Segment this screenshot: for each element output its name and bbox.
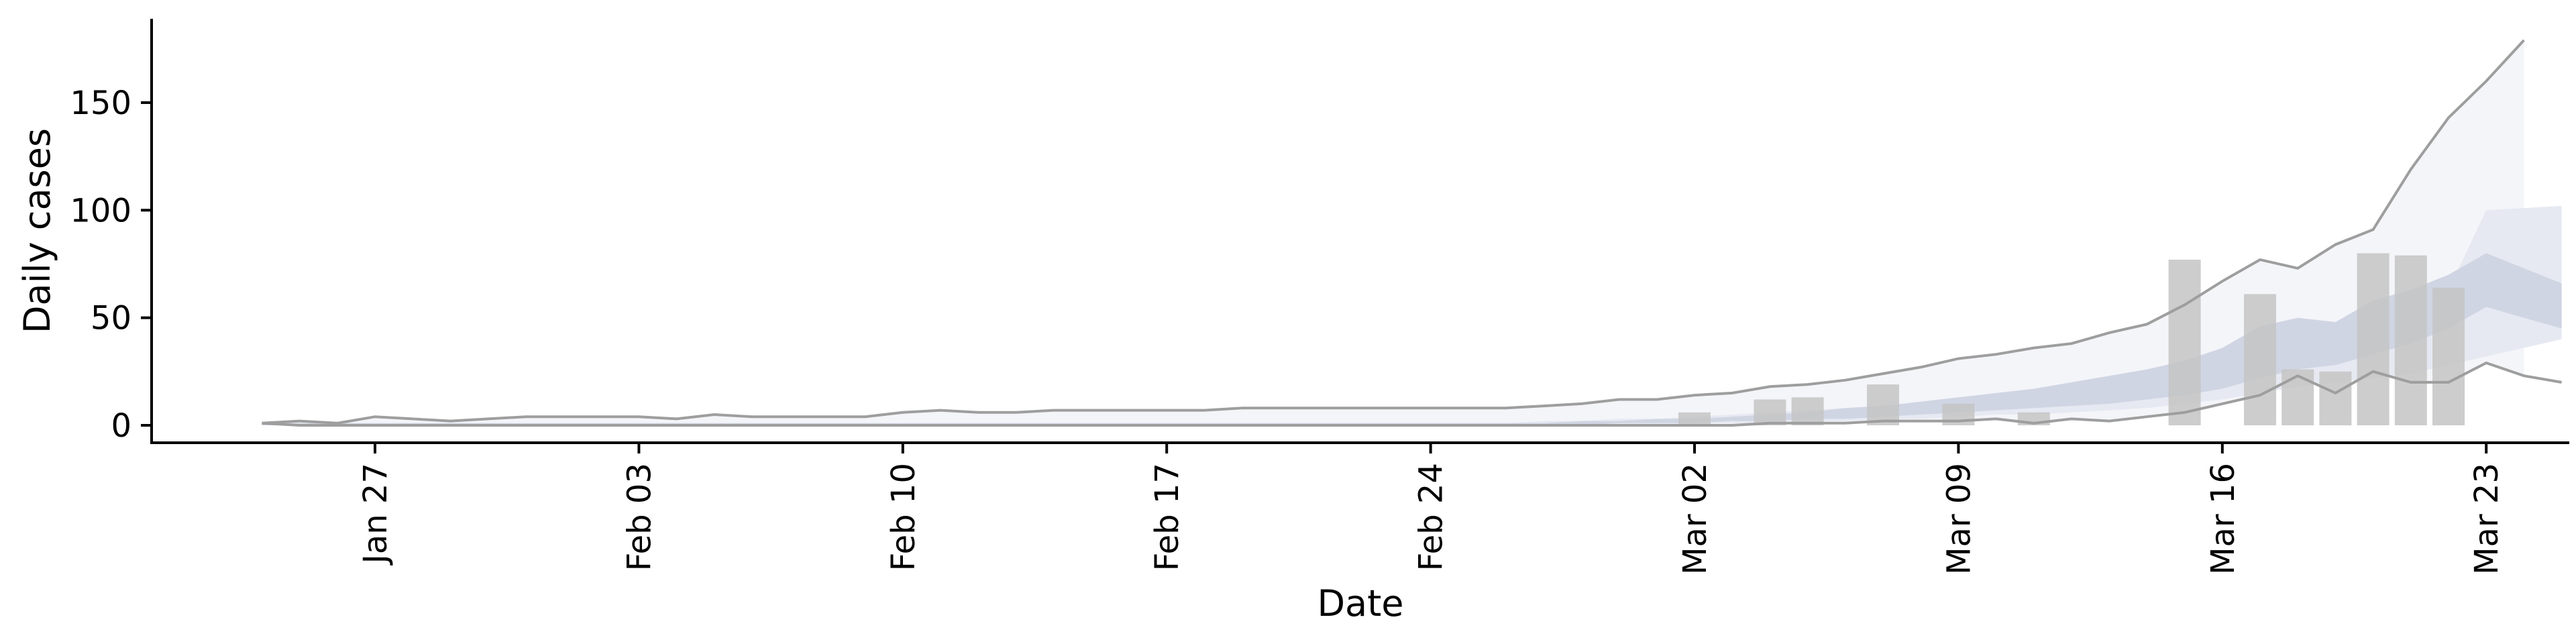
y-axis-title: Daily cases: [16, 128, 58, 333]
case-bar: [1791, 397, 1824, 425]
lower-interval-line: [262, 361, 2562, 427]
case-bar: [2357, 253, 2390, 425]
case-bar: [2319, 371, 2352, 425]
x-axis-ticks: Jan 27 Feb 03 Feb 10 Feb 17 Feb 24 Mar 02 Mar …: [357, 443, 2506, 575]
case-bar: [1678, 412, 1711, 425]
x-tick-label: Feb 03: [621, 463, 658, 571]
interval-lines: [262, 39, 2562, 427]
interval-bands: [262, 40, 2562, 425]
case-bar: [2394, 255, 2427, 425]
x-tick-label: Feb 10: [885, 463, 922, 571]
y-tick-label: 50: [91, 300, 131, 337]
x-tick-label: Mar 23: [2468, 463, 2506, 575]
y-axis-ticks: 0 50 100 150: [70, 85, 152, 445]
x-tick-label: Feb 17: [1148, 463, 1186, 571]
case-bar: [1867, 384, 1899, 425]
case-bar: [2244, 294, 2276, 425]
x-tick-label: Mar 09: [1940, 463, 1978, 575]
x-tick-label: Jan 27: [357, 463, 394, 566]
upper-interval-line: [262, 39, 2525, 425]
y-tick-label: 100: [70, 192, 131, 229]
case-bar: [1754, 399, 1786, 425]
y-tick-label: 150: [70, 85, 131, 122]
case-bar: [2282, 369, 2314, 425]
case-bar: [2168, 260, 2201, 425]
case-bar: [2432, 287, 2465, 425]
x-tick-label: Mar 16: [2204, 463, 2242, 575]
x-tick-label: Mar 02: [1676, 463, 1714, 575]
x-tick-label: Feb 24: [1413, 463, 1450, 571]
x-axis-title: Date: [1317, 582, 1403, 625]
y-tick-label: 0: [111, 407, 131, 445]
